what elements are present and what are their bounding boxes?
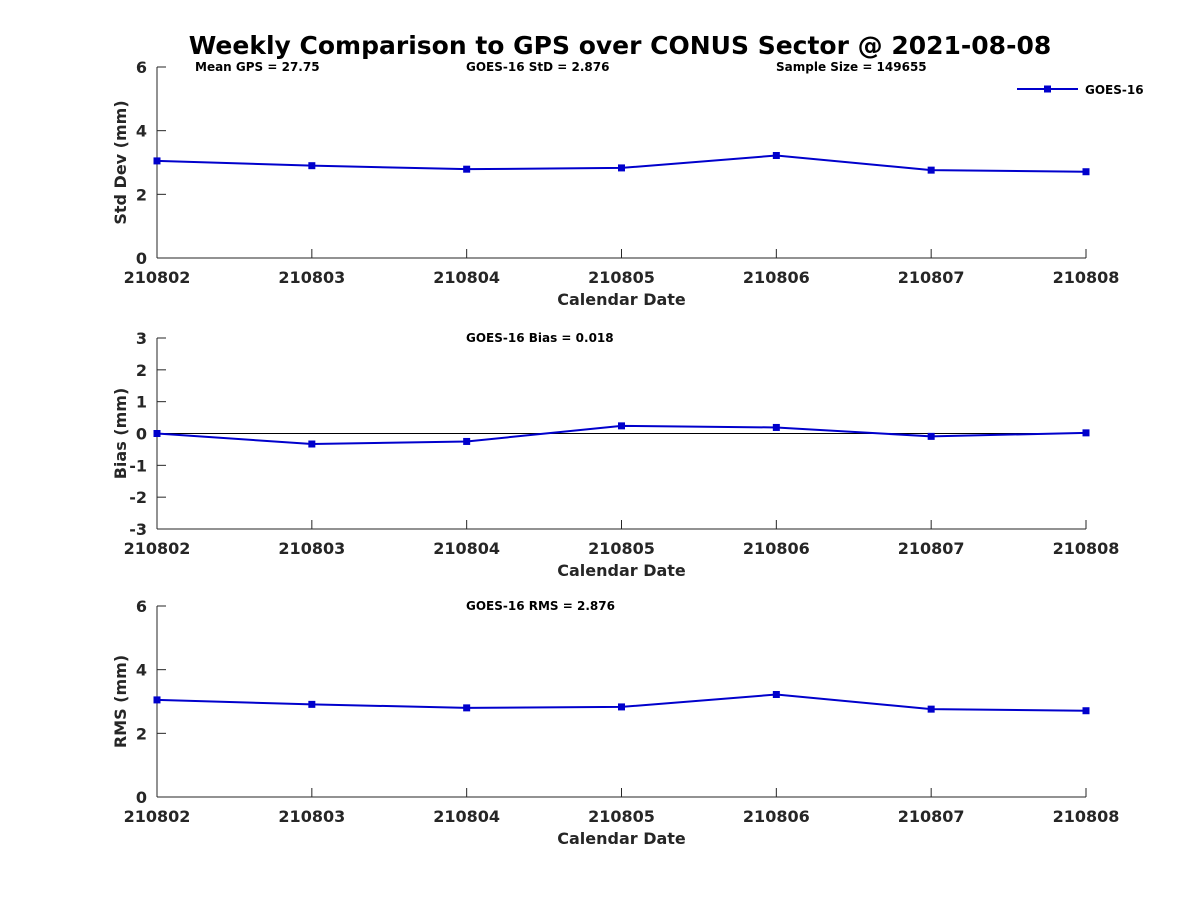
- data-point: [1082, 707, 1090, 715]
- x-axis-label: Calendar Date: [557, 829, 686, 848]
- x-tick-label: 210807: [898, 268, 965, 287]
- data-point: [463, 437, 471, 445]
- x-tick-label: 210806: [743, 539, 810, 558]
- x-tick-label: 210807: [898, 807, 965, 826]
- legend: GOES-16: [1017, 83, 1144, 97]
- data-point: [1082, 429, 1090, 437]
- y-tick-label: 4: [136, 122, 147, 141]
- data-point: [308, 440, 316, 448]
- y-tick-label: 0: [136, 425, 147, 444]
- data-point: [153, 430, 161, 437]
- x-tick-label: 210806: [743, 268, 810, 287]
- data-point: [927, 432, 935, 440]
- x-tick-label: 210808: [1053, 268, 1120, 287]
- x-tick-label: 210807: [898, 539, 965, 558]
- data-point: [927, 705, 935, 713]
- y-tick-label: 4: [136, 661, 147, 680]
- panel-2: -3 -2 -1 0 1 2 3 210802 210803 210804 210805 210806…: [111, 329, 1119, 580]
- y-tick-label: 6: [136, 597, 147, 616]
- data-point: [1082, 168, 1090, 176]
- data-point: [463, 704, 471, 712]
- y-tick-label: 1: [136, 393, 147, 412]
- y-tick-label: -3: [129, 520, 147, 539]
- legend-marker: [1044, 85, 1051, 93]
- panel-3: 0 2 4 6 210802 210803 210804 210805 210806 210807…: [111, 597, 1119, 848]
- x-tick-label: 210804: [433, 539, 500, 558]
- y-axis-label: RMS (mm): [111, 655, 130, 748]
- data-point: [153, 696, 161, 704]
- y-tick-label: 0: [136, 249, 147, 268]
- x-axis-label: Calendar Date: [557, 561, 686, 580]
- y-axis-label: Std Dev (mm): [111, 100, 130, 224]
- data-point: [772, 423, 780, 431]
- data-point: [463, 165, 471, 173]
- legend-label: GOES-16: [1085, 83, 1144, 97]
- data-point: [618, 422, 625, 430]
- data-point: [772, 690, 780, 698]
- y-tick-label: 2: [136, 361, 147, 380]
- x-tick-label: 210802: [124, 807, 191, 826]
- panel-1: 0 2 4 6 210802 210803 210804 210805 210806 210807…: [111, 58, 1144, 309]
- y-tick-label: -2: [129, 488, 147, 507]
- x-tick-label: 210804: [433, 268, 500, 287]
- data-point: [618, 164, 625, 172]
- annotation: GOES-16 Bias = 0.018: [466, 331, 614, 345]
- x-tick-label: 210802: [124, 539, 191, 558]
- annotation: Sample Size = 149655: [776, 60, 927, 74]
- y-tick-label: 6: [136, 58, 147, 77]
- x-tick-label: 210803: [278, 807, 345, 826]
- data-point: [927, 166, 935, 174]
- data-point: [772, 151, 780, 159]
- data-point: [308, 700, 316, 708]
- data-point: [153, 157, 161, 165]
- chart-title: Weekly Comparison to GPS over CONUS Sect…: [189, 31, 1052, 60]
- x-tick-label: 210803: [278, 268, 345, 287]
- x-tick-label: 210804: [433, 807, 500, 826]
- x-tick-label: 210805: [588, 268, 655, 287]
- annotation: GOES-16 RMS = 2.876: [466, 599, 615, 613]
- y-tick-label: 2: [136, 185, 147, 204]
- x-tick-label: 210806: [743, 807, 810, 826]
- data-point: [618, 703, 625, 711]
- y-axis-label: Bias (mm): [111, 388, 130, 480]
- y-tick-label: 3: [136, 329, 147, 348]
- data-point: [308, 162, 316, 170]
- x-tick-label: 210802: [124, 268, 191, 287]
- annotation: Mean GPS = 27.75: [195, 60, 320, 74]
- x-tick-label: 210808: [1053, 539, 1120, 558]
- annotation: GOES-16 StD = 2.876: [466, 60, 609, 74]
- y-tick-label: -1: [129, 456, 147, 475]
- x-tick-label: 210803: [278, 539, 345, 558]
- y-tick-label: 0: [136, 788, 147, 807]
- y-tick-label: 2: [136, 724, 147, 743]
- panels: 0 2 4 6 210802 210803 210804 210805 210806 210807…: [111, 58, 1144, 848]
- x-axis-label: Calendar Date: [557, 290, 686, 309]
- x-tick-label: 210805: [588, 807, 655, 826]
- x-tick-label: 210805: [588, 539, 655, 558]
- x-tick-label: 210808: [1053, 807, 1120, 826]
